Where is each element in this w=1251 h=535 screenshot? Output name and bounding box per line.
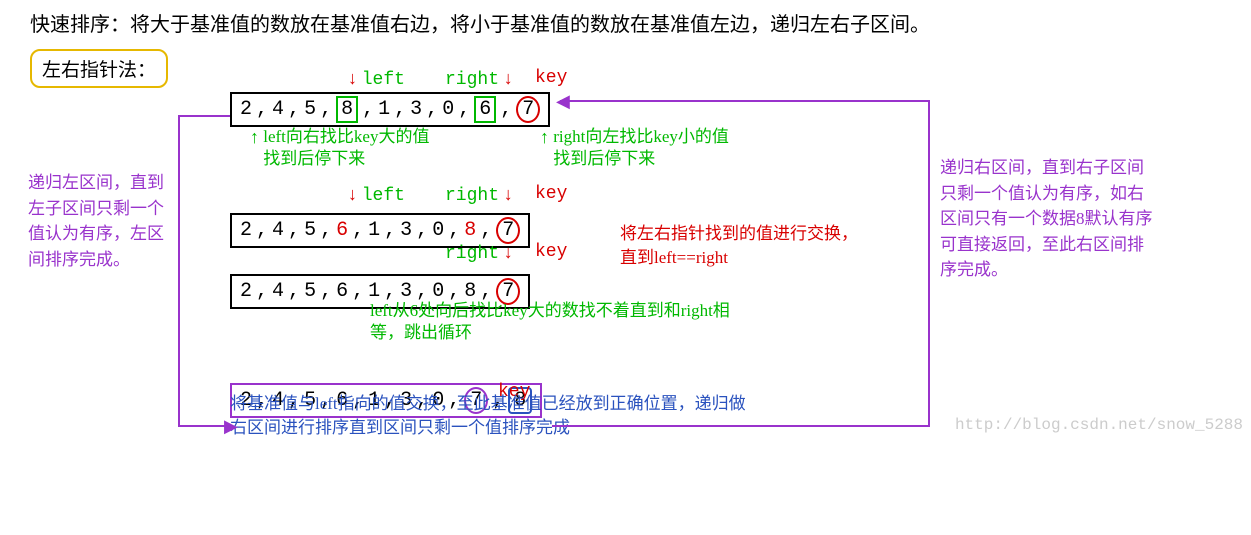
comma: , [318,98,334,121]
array-cell: 0 [430,219,446,242]
note-g1: left向右找比key大的值 找到后停下来 [263,126,429,170]
array-cell: 5 [302,98,318,121]
comma: , [382,219,398,242]
label-left-2: left [362,186,405,206]
comma: , [498,98,514,121]
array-cell: 8 [462,219,478,242]
arrow-down-icon [504,68,513,89]
arrow-up-icon [250,128,259,147]
arrow-down-icon [348,184,357,205]
array-cell: 4 [270,219,286,242]
label-left-1: left [362,70,405,90]
comma: , [414,219,430,242]
array-cell: 4 [270,98,286,121]
comma: , [360,98,376,121]
array-cell: 2 [238,219,254,242]
label-right-2: right [445,186,499,206]
array-cell: 8 [334,96,360,123]
label-right-3: right [445,244,499,264]
array-cell: 2 [238,280,254,303]
comma: , [424,98,440,121]
array-cell: 5 [302,280,318,303]
arrow-down-icon [504,242,513,263]
comma: , [446,219,462,242]
arrow-right-icon: ▶ [224,416,238,437]
connector-line [560,100,930,102]
array-cell: 7 [514,96,542,123]
note-b1: 将基准值与left指向的值交换，至此基准值已经放到正确位置，递归做右区间进行排序… [230,392,750,440]
note-g2: right向左找比key小的值 找到后停下来 [553,126,729,170]
connector-line [928,100,930,425]
arrow-left-icon: ◀ [556,91,570,112]
array-cell: 6 [472,96,498,123]
comma: , [254,219,270,242]
page-title: 快速排序：将大于基准值的数放在基准值右边，将小于基准值的数放在基准值左边，递归左… [30,8,1231,37]
comma: , [286,98,302,121]
comma: , [254,280,270,303]
comma: , [350,219,366,242]
connector-line [178,115,180,425]
array-cell: 6 [334,280,350,303]
comma: , [478,219,494,242]
arrow-up-icon [540,128,549,147]
label-right-1: right [445,70,499,90]
method-label: 左右指针法： [30,49,168,88]
arrow-down-icon [504,184,513,205]
array-cell: 7 [494,217,522,244]
note-left-purple: 递归左区间，直到左子区间只剩一个值认为有序，左区间排序完成。 [28,170,178,272]
connector-line [552,425,930,427]
comma: , [286,219,302,242]
comma: , [392,98,408,121]
label-key-1: key [535,68,567,88]
watermark: http://blog.csdn.net/snow_5288 [955,416,1243,434]
array-cell: 5 [302,219,318,242]
array-cell: 2 [238,98,254,121]
comma: , [456,98,472,121]
connector-line [178,425,230,427]
comma: , [318,219,334,242]
comma: , [286,280,302,303]
array-cell: 6 [334,219,350,242]
comma: , [254,98,270,121]
label-key-2: key [535,184,567,204]
array-cell: 0 [440,98,456,121]
array-cell: 1 [366,219,382,242]
connector-line [178,115,230,117]
array-cell: 1 [376,98,392,121]
comma: , [350,280,366,303]
comma: , [318,280,334,303]
array-cell: 3 [408,98,424,121]
note-g3: left从6处向后找比key大的数找不着直到和right相等，跳出循环 [370,300,750,344]
array-cell: 4 [270,280,286,303]
arrow-down-icon [348,68,357,89]
array-cell: 3 [398,219,414,242]
array-row-1: 2, 4, 5, 8, 1, 3, 0, 6, 7 [230,92,550,127]
note-r1: 将左右指针找到的值进行交换，直到left==right [620,222,860,270]
label-key-3: key [535,242,567,262]
